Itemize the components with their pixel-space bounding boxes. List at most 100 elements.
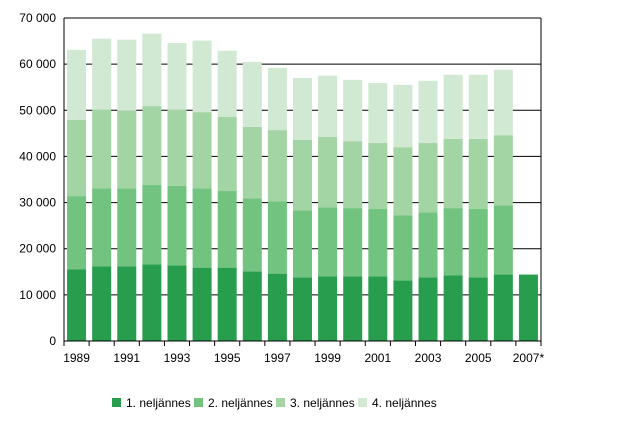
bar-segment (167, 109, 187, 186)
bar-segment (293, 210, 312, 278)
bar-segment (142, 33, 162, 107)
bar-segment (267, 67, 287, 131)
y-tick-label: 30 000 (19, 196, 56, 210)
bar-segment (267, 273, 287, 341)
bar-segment (242, 198, 262, 272)
bar-segment (318, 137, 338, 208)
legend-swatch (112, 398, 121, 407)
bar-segment (418, 277, 438, 341)
x-tick-label: 2005 (465, 351, 492, 365)
bar-segment (67, 119, 87, 197)
bar-segment (393, 84, 413, 148)
bar-segment (192, 188, 212, 268)
bar-segment (293, 77, 312, 140)
x-tick-label: 1989 (63, 351, 90, 365)
bar-segment (368, 276, 388, 341)
bar-segment (117, 39, 137, 111)
bar-segment (67, 269, 87, 341)
bar-segment (267, 130, 287, 202)
bar-segment (368, 209, 388, 277)
bar-segment (343, 79, 363, 142)
bar-segment (443, 208, 463, 276)
bar-segment (493, 69, 513, 136)
y-tick-label: 60 000 (19, 57, 56, 71)
x-tick-label: 2001 (364, 351, 391, 365)
bar-segment (468, 138, 488, 210)
bar-segment (318, 276, 338, 341)
bar-segment (117, 266, 137, 341)
y-tick-label: 0 (49, 334, 56, 348)
bar-segment (92, 188, 112, 267)
x-tick-label: 1997 (264, 351, 291, 365)
legend-label: 3. neljännes (290, 396, 355, 410)
legend-label: 2. neljännes (208, 396, 273, 410)
x-tick-label: 1991 (113, 351, 140, 365)
x-tick-labels: 1989 1991 1993 1995 1997 1999 2001 2003 2005 2007… (63, 351, 544, 365)
y-tick-label: 40 000 (19, 149, 56, 163)
bar-segment (92, 38, 112, 110)
legend-label: 4. neljännes (372, 396, 437, 410)
bar-segment (293, 277, 312, 341)
bar-segment (217, 50, 237, 117)
bar-segment (242, 126, 262, 199)
bar-segment (493, 135, 513, 206)
bar-segment (217, 191, 237, 268)
bar-segment (443, 74, 463, 139)
x-tick-label: 1995 (214, 351, 241, 365)
legend-swatch (358, 398, 367, 407)
bar-segment (368, 143, 388, 210)
bar-segment (267, 201, 287, 274)
bar-segment (393, 280, 413, 341)
bar-segment (167, 185, 187, 266)
bar-segment (418, 80, 438, 144)
bar-segment (67, 49, 87, 120)
bar-segment (518, 274, 538, 341)
bar-segment (67, 196, 87, 270)
x-tick-label: 2007* (513, 351, 545, 365)
bar-segment (217, 116, 237, 192)
bar-segment (117, 188, 137, 267)
bar-segment (217, 267, 237, 341)
axes (63, 17, 542, 346)
y-tick-label: 70 000 (19, 11, 56, 25)
legend-label: 1. neljännes (126, 396, 191, 410)
bar-segment (318, 207, 338, 277)
bars (67, 33, 538, 341)
legend: 1. neljännes 2. neljännes 3. neljännes 4. n… (112, 396, 437, 410)
bar-segment (343, 141, 363, 209)
bar-segment (117, 110, 137, 189)
bar-segment (142, 264, 162, 341)
bar-segment (142, 185, 162, 265)
bar-segment (192, 112, 212, 189)
bar-segment (142, 106, 162, 186)
bar-segment (293, 139, 312, 211)
bar-segment (242, 271, 262, 341)
bar-segment (242, 61, 262, 127)
bar-segment (468, 209, 488, 278)
bar-segment (92, 266, 112, 341)
bar-segment (393, 215, 413, 281)
bar-segment (418, 212, 438, 278)
bar-segment (418, 143, 438, 213)
x-tick-label: 1999 (314, 351, 341, 365)
bar-segment (167, 265, 187, 341)
x-tick-label: 1993 (164, 351, 191, 365)
bar-segment (192, 267, 212, 341)
bar-segment (343, 276, 363, 341)
bar-segment (318, 75, 338, 138)
bar-segment (443, 138, 463, 209)
bar-segment (493, 205, 513, 275)
y-tick-label: 20 000 (19, 242, 56, 256)
bar-segment (192, 40, 212, 113)
bar-segment (468, 74, 488, 139)
x-tick-label: 2003 (415, 351, 442, 365)
legend-swatch (194, 398, 203, 407)
bar-segment (468, 277, 488, 341)
bar-segment (92, 109, 112, 189)
bar-segment (368, 83, 388, 144)
y-tick-labels: 0 10 000 20 000 30 000 40 000 50 000 60 000 70 … (19, 11, 56, 348)
y-tick-label: 50 000 (19, 103, 56, 117)
bar-segment (167, 42, 187, 110)
bar-segment (343, 208, 363, 277)
